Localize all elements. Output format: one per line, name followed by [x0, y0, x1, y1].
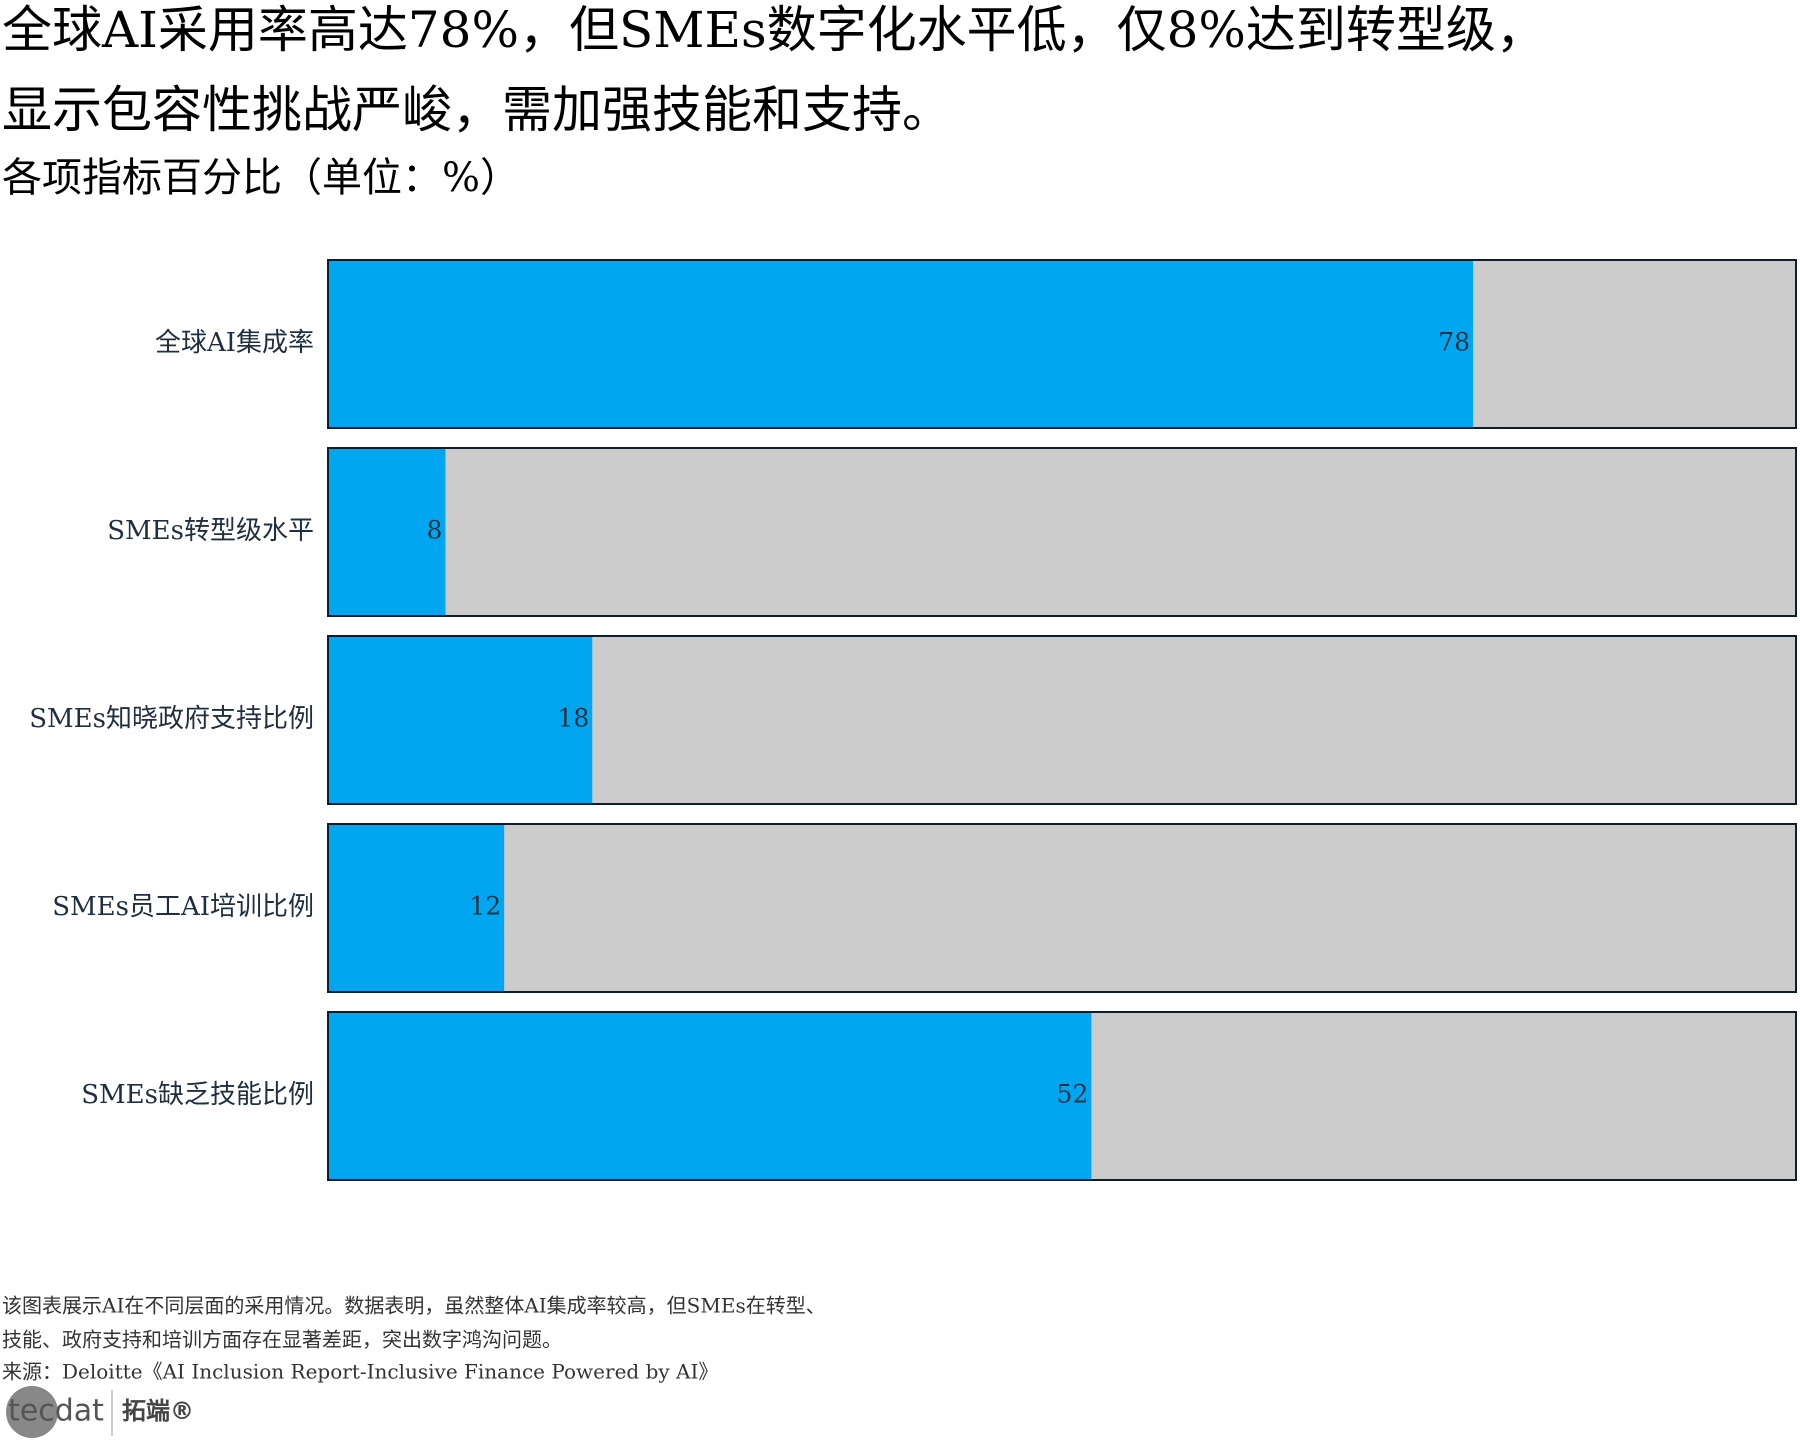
y-tick-label: 全球AI集成率: [155, 328, 314, 358]
chart-subtitle: 各项指标百分比（单位：%）: [2, 155, 520, 201]
bar: [328, 260, 1474, 428]
value-label: 18: [557, 704, 589, 733]
bar-border: [327, 1011, 1797, 1181]
chart-title: 显示包容性挑战严峻，需加强技能和支持。: [2, 81, 952, 139]
source: 来源：Deloitte《AI Inclusion Report-Inclusiv…: [2, 1360, 718, 1384]
bar: [328, 636, 593, 804]
bar-track: [328, 448, 1796, 616]
value-label: 52: [1057, 1080, 1089, 1109]
y-tick-label: SMEs转型级水平: [107, 516, 314, 546]
note: 技能、政府支持和培训方面存在显著差距，突出数字鸿沟问题。: [2, 1328, 562, 1352]
logo-name: 拓端®: [122, 1397, 194, 1425]
y-tick-label: SMEs知晓政府支持比例: [29, 704, 314, 734]
logo-circle: [6, 1386, 58, 1438]
y-tick-label: SMEs员工AI培训比例: [52, 892, 314, 922]
bar: [328, 448, 446, 616]
value-label: 8: [427, 516, 443, 545]
bar-border: [327, 823, 1797, 993]
bar-border: [327, 447, 1797, 617]
value-label: 12: [469, 892, 501, 921]
bar-border: [327, 259, 1797, 429]
bar: [328, 1012, 1092, 1180]
y-tick-label: SMEs缺乏技能比例: [81, 1080, 314, 1110]
bar-track: [328, 824, 1796, 992]
bar: [328, 824, 505, 992]
note: 该图表展示AI在不同层面的采用情况。数据表明，虽然整体AI集成率较高，但SMEs…: [2, 1294, 826, 1318]
logo-mark: tecdat: [8, 1394, 104, 1429]
bar-border: [327, 635, 1797, 805]
value-label: 78: [1438, 328, 1470, 357]
chart-title: 全球AI采用率高达78%，但SMEs数字化水平低，仅8%达到转型级，: [2, 1, 1546, 59]
